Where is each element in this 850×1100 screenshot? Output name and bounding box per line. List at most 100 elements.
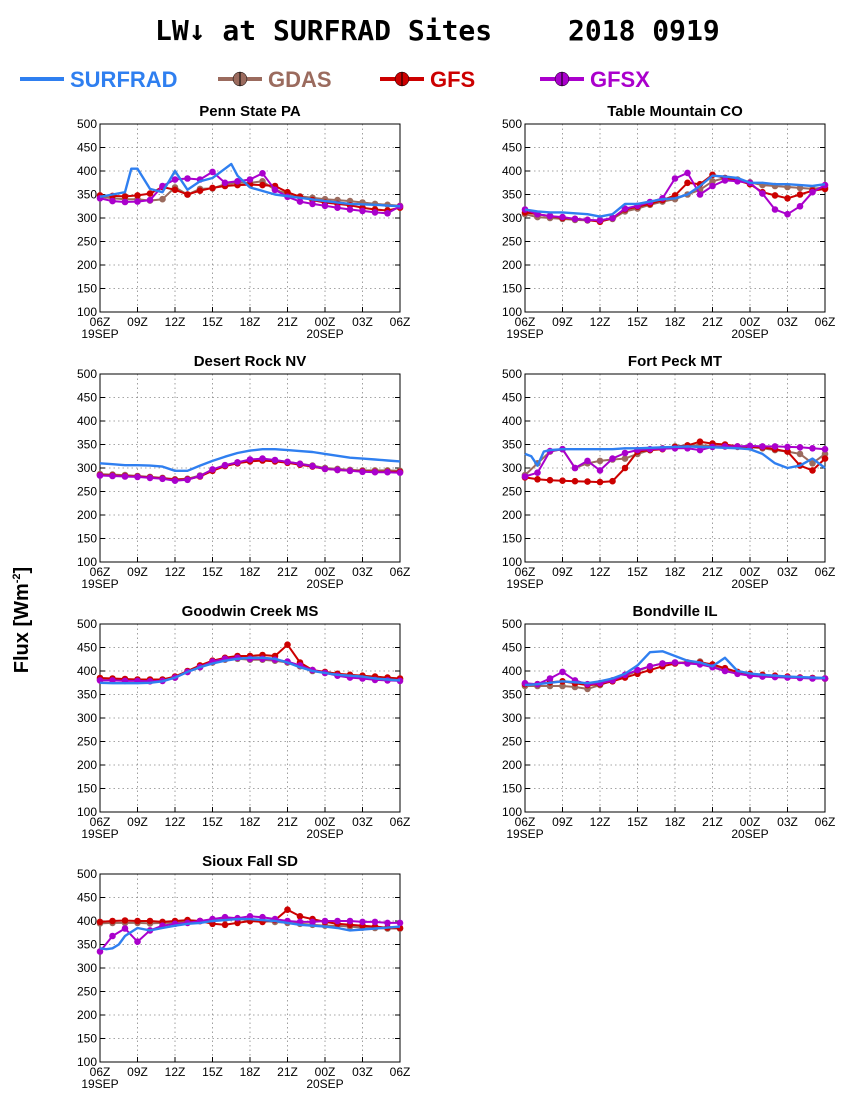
point-gfsx — [359, 918, 366, 926]
y-tick-label: 300 — [502, 711, 522, 725]
y-tick-label: 100 — [77, 805, 97, 819]
point-gfsx — [146, 474, 154, 482]
x-tick-label: 18Z — [240, 315, 261, 329]
point-gfsx — [221, 179, 229, 187]
x-tick-label: 18Z — [240, 1065, 261, 1079]
point-gfs — [621, 464, 629, 472]
point-gfsx — [721, 667, 729, 675]
point-gfsx — [521, 473, 529, 480]
panel-title: Penn State PA — [199, 103, 301, 120]
y-tick-label: 400 — [77, 664, 97, 678]
point-gdas — [821, 450, 829, 458]
x-tick-label: 09Z — [127, 815, 148, 829]
y-tick-label: 200 — [77, 1008, 97, 1022]
x-tick-label: 06Z — [515, 565, 536, 579]
x-tick-label: 09Z — [552, 565, 573, 579]
point-gfs — [296, 913, 304, 920]
point-gfs — [546, 476, 554, 484]
x-tick-label: 21Z — [277, 1065, 298, 1079]
point-gfsx — [384, 468, 391, 476]
point-gfsx — [759, 443, 766, 450]
y-tick-label: 250 — [502, 485, 522, 499]
point-gfsx — [334, 466, 341, 474]
point-gfsx — [684, 169, 691, 177]
y-tick-label: 450 — [77, 141, 97, 155]
y-tick-label: 300 — [502, 461, 522, 475]
figure-title: LW↓ at SURFRAD Sites — [155, 14, 492, 47]
y-tick-label: 500 — [502, 617, 522, 631]
x-tick-label: 06Z — [390, 565, 411, 579]
x-tick-label: 06Z — [390, 1065, 411, 1079]
point-gfsx — [334, 917, 341, 925]
x-tick-label: 21Z — [277, 565, 298, 579]
point-gfs — [234, 919, 241, 927]
y-tick-label: 250 — [77, 985, 97, 999]
series-line-surfrad — [99, 448, 401, 472]
x-date-label: 20SEP — [731, 577, 768, 591]
point-gdas — [596, 457, 604, 465]
point-gfsx — [359, 468, 366, 476]
point-gfsx — [621, 205, 629, 212]
x-tick-label: 21Z — [702, 815, 723, 829]
panel-title: Desert Rock NV — [194, 353, 307, 370]
panel-title: Table Mountain CO — [607, 103, 743, 120]
point-gfsx — [271, 456, 279, 464]
x-tick-label: 09Z — [552, 315, 573, 329]
point-gfs — [821, 455, 829, 462]
point-gfsx — [246, 456, 254, 463]
series-line-surfrad — [524, 445, 826, 470]
point-gfsx — [259, 455, 266, 462]
y-tick-label: 350 — [77, 438, 97, 452]
series-line-surfrad — [524, 650, 826, 687]
y-tick-label: 300 — [77, 961, 97, 975]
x-date-label: 19SEP — [81, 1077, 118, 1091]
point-gfsx — [296, 198, 304, 205]
x-tick-label: 06Z — [90, 1065, 111, 1079]
x-tick-label: 09Z — [127, 565, 148, 579]
y-tick-label: 500 — [77, 117, 97, 131]
point-gfsx — [134, 473, 141, 481]
point-gfsx — [796, 444, 804, 451]
point-gfsx — [696, 191, 704, 198]
y-tick-label: 200 — [502, 258, 522, 272]
point-gfsx — [321, 917, 329, 925]
legend-item-gfsx: GFSX — [540, 67, 650, 92]
y-tick-label: 100 — [77, 305, 97, 319]
point-gfsx — [321, 465, 329, 473]
point-gfsx — [571, 464, 579, 472]
x-tick-label: 09Z — [127, 1065, 148, 1079]
point-gfsx — [371, 468, 379, 476]
panel-title: Bondville IL — [632, 603, 717, 620]
y-tick-label: 450 — [502, 141, 522, 155]
point-gfsx — [196, 472, 204, 480]
x-tick-label: 03Z — [352, 565, 373, 579]
point-gfs — [771, 192, 779, 199]
x-tick-label: 21Z — [702, 565, 723, 579]
y-tick-label: 150 — [502, 532, 522, 546]
point-gfs — [284, 641, 291, 648]
x-tick-label: 06Z — [815, 315, 836, 329]
point-gfsx — [784, 210, 791, 218]
point-gfsx — [384, 919, 391, 927]
point-gfs — [284, 188, 291, 196]
x-date-label: 19SEP — [81, 327, 118, 341]
x-date-label: 20SEP — [306, 327, 343, 341]
point-gfsx — [171, 176, 179, 183]
point-gfsx — [134, 198, 141, 205]
x-tick-label: 06Z — [390, 815, 411, 829]
point-gfsx — [609, 455, 616, 462]
point-gfsx — [584, 457, 591, 465]
y-tick-label: 500 — [77, 617, 97, 631]
point-gfsx — [546, 675, 554, 682]
point-gfs — [559, 477, 566, 485]
x-tick-label: 12Z — [165, 1065, 186, 1079]
x-tick-label: 21Z — [277, 315, 298, 329]
x-tick-label: 15Z — [627, 815, 648, 829]
x-date-label: 20SEP — [306, 577, 343, 591]
point-gfsx — [234, 178, 241, 185]
x-tick-label: 06Z — [390, 315, 411, 329]
panel-goodwin-creek-ms: Goodwin Creek MS 100 150 200 250 300 350 400 450… — [77, 603, 410, 841]
point-gfsx — [309, 918, 316, 926]
point-gdas — [621, 455, 629, 462]
